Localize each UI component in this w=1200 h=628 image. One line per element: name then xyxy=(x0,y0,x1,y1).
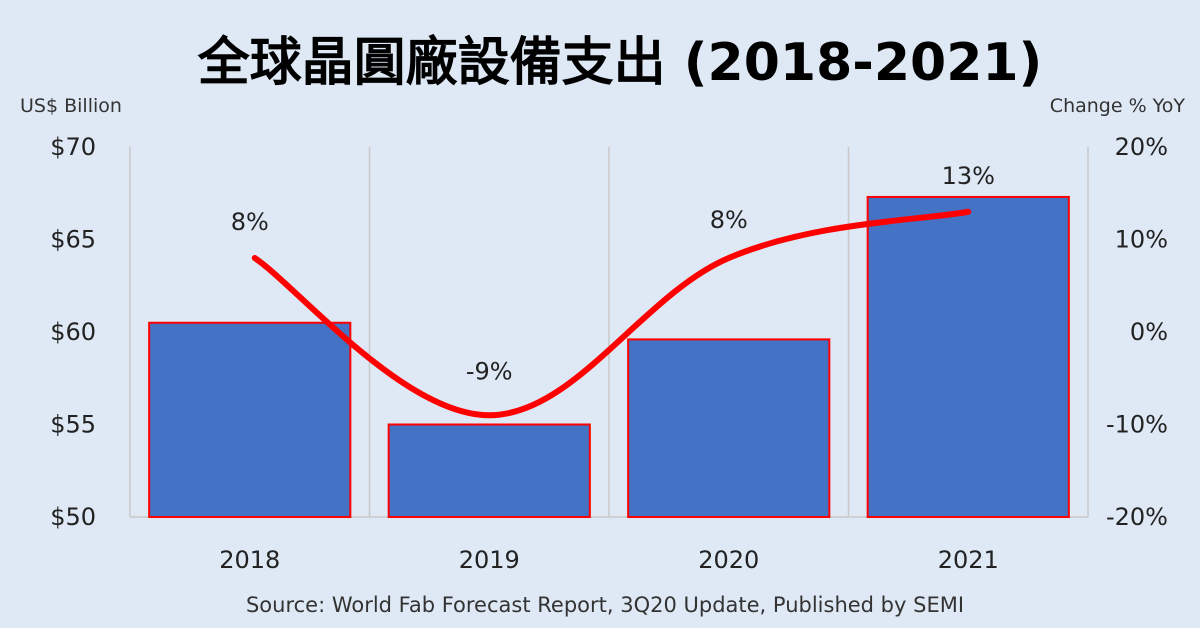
left-axis-ticks: $50 $55 $60 $65 $70 xyxy=(50,133,96,531)
left-axis-label: US$ Billion xyxy=(20,95,122,117)
chart-title: 全球晶圓廠設備支出 (2018-2021) xyxy=(197,33,1043,93)
source-note: Source: World Fab Forecast Report, 3Q20 … xyxy=(246,593,964,617)
category-label: 2021 xyxy=(938,546,999,574)
right-axis-ticks: -20% -10% 0% 10% 20% xyxy=(1106,133,1168,531)
right-tick-label: 0% xyxy=(1130,318,1168,346)
right-tick-label: -20% xyxy=(1106,503,1168,531)
yoy-line xyxy=(251,208,972,419)
category-label: 2019 xyxy=(459,546,520,574)
bar-2020 xyxy=(627,338,831,518)
left-tick-label: $50 xyxy=(50,503,96,531)
right-tick-label: 10% xyxy=(1115,226,1168,254)
bar-2019 xyxy=(387,423,591,518)
category-label: 2020 xyxy=(698,546,759,574)
data-label-2020: 8% xyxy=(710,206,748,234)
right-tick-label: -10% xyxy=(1106,411,1168,439)
data-label-2018: 8% xyxy=(231,208,269,236)
left-tick-label: $70 xyxy=(50,133,96,161)
category-label: 2018 xyxy=(219,546,280,574)
category-axis: 2018 2019 2020 2021 xyxy=(219,546,999,574)
right-tick-label: 20% xyxy=(1115,133,1168,161)
bar-2021 xyxy=(866,195,1070,518)
yoy-line-path xyxy=(251,208,972,419)
data-label-2019: -9% xyxy=(466,357,513,385)
bars xyxy=(148,195,1070,518)
left-tick-label: $65 xyxy=(50,226,96,254)
bar-2018 xyxy=(148,321,352,518)
left-tick-label: $55 xyxy=(50,411,96,439)
left-tick-label: $60 xyxy=(50,318,96,346)
right-axis-label: Change % YoY xyxy=(1050,95,1186,117)
data-label-2021: 13% xyxy=(942,162,995,190)
data-labels: 8% -9% 8% 13% xyxy=(231,162,995,386)
